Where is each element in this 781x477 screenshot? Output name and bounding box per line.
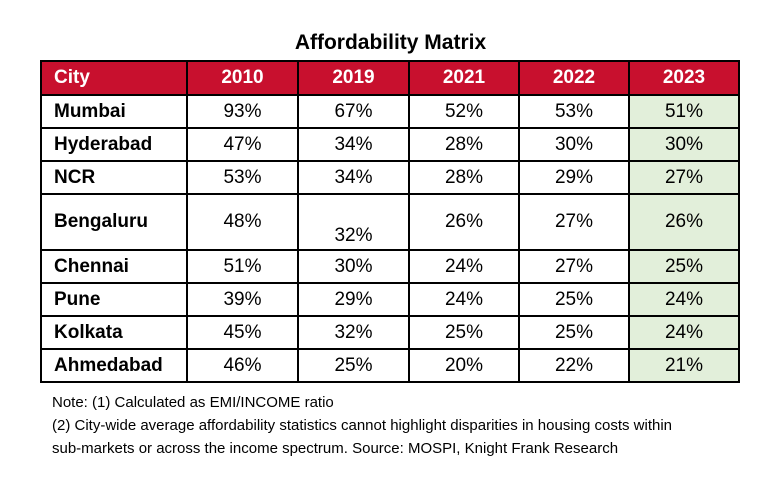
column-header-2010: 2010: [186, 60, 299, 96]
value-cell: 34%: [297, 160, 410, 195]
city-cell: Kolkata: [40, 315, 188, 350]
value-cell: 52%: [408, 94, 520, 129]
value-cell-highlighted: 30%: [628, 127, 740, 162]
value-cell: 34%: [297, 127, 410, 162]
column-header-2022: 2022: [518, 60, 630, 96]
value-cell: 47%: [186, 127, 299, 162]
value-cell-highlighted: 21%: [628, 348, 740, 383]
table-row: Pune 39% 29% 24% 25% 24%: [40, 282, 740, 317]
value-cell: 30%: [518, 127, 630, 162]
value-cell-highlighted: 25%: [628, 249, 740, 284]
header-row: City 2010 2019 2021 2022 2023: [40, 60, 740, 96]
column-header-2019: 2019: [297, 60, 410, 96]
value-cell: 48%: [186, 193, 299, 251]
column-header-2023: 2023: [628, 60, 740, 96]
value-cell: 39%: [186, 282, 299, 317]
value-cell: 53%: [186, 160, 299, 195]
table-row: Kolkata 45% 32% 25% 25% 24%: [40, 315, 740, 350]
city-cell: Ahmedabad: [40, 348, 188, 383]
value-cell: 28%: [408, 127, 520, 162]
value-cell: 93%: [186, 94, 299, 129]
table-row: Bengaluru 48% 32% 26% 27% 26%: [40, 193, 740, 251]
value-cell: 27%: [518, 249, 630, 284]
value-cell: 45%: [186, 315, 299, 350]
value-cell: 27%: [518, 193, 630, 251]
value-cell: 53%: [518, 94, 630, 129]
footnote-line: Note: (1) Calculated as EMI/INCOME ratio: [52, 394, 334, 411]
column-header-2021: 2021: [408, 60, 520, 96]
city-cell: Hyderabad: [40, 127, 188, 162]
footnote-line: sub-markets or across the income spectru…: [52, 440, 619, 457]
value-cell: 46%: [186, 348, 299, 383]
value-cell: 29%: [297, 282, 410, 317]
value-cell: 25%: [297, 348, 410, 383]
table-row: Chennai 51% 30% 24% 27% 25%: [40, 249, 740, 284]
value-cell: 67%: [297, 94, 410, 129]
value-cell: 51%: [186, 249, 299, 284]
footnotes: Note: (1) Calculated as EMI/INCOME ratio…: [52, 391, 762, 460]
table-row: Hyderabad 47% 34% 28% 30% 30%: [40, 127, 740, 162]
value-cell: 25%: [518, 282, 630, 317]
table-row: Ahmedabad 46% 25% 20% 22% 21%: [40, 348, 740, 383]
value-cell: 30%: [297, 249, 410, 284]
value-cell: 25%: [518, 315, 630, 350]
value-cell: 32%: [297, 193, 410, 251]
value-cell: 32%: [297, 315, 410, 350]
value-cell-highlighted: 24%: [628, 315, 740, 350]
value-cell-highlighted: 24%: [628, 282, 740, 317]
value-cell: 24%: [408, 282, 520, 317]
table-row: NCR 53% 34% 28% 29% 27%: [40, 160, 740, 195]
value-cell-highlighted: 26%: [628, 193, 740, 251]
value-cell: 29%: [518, 160, 630, 195]
city-cell: NCR: [40, 160, 188, 195]
value-cell-highlighted: 27%: [628, 160, 740, 195]
footnote-line: (2) City-wide average affordability stat…: [52, 417, 673, 434]
city-cell: Bengaluru: [40, 193, 188, 251]
value-cell: 24%: [408, 249, 520, 284]
city-cell: Chennai: [40, 249, 188, 284]
city-cell: Pune: [40, 282, 188, 317]
table-title: Affordability Matrix: [294, 31, 487, 54]
value-cell: 25%: [408, 315, 520, 350]
column-header-city: City: [40, 60, 188, 96]
value-cell-highlighted: 51%: [628, 94, 740, 129]
city-cell: Mumbai: [40, 94, 188, 129]
value-cell: 20%: [408, 348, 520, 383]
value-cell: 26%: [408, 193, 520, 251]
affordability-table: City 2010 2019 2021 2022 2023 Mumbai 93%…: [40, 60, 740, 383]
table-row: Mumbai 93% 67% 52% 53% 51%: [40, 94, 740, 129]
value-cell: 22%: [518, 348, 630, 383]
value-cell: 28%: [408, 160, 520, 195]
